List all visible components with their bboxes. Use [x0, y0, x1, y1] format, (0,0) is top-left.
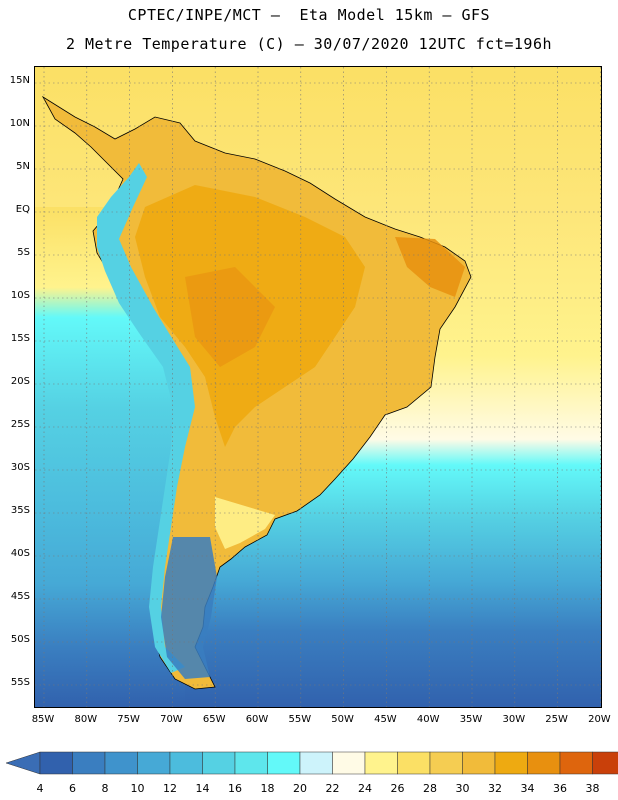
colorbar-segment [299, 751, 333, 775]
map-canvas [35, 67, 601, 707]
lat-label: 25S [10, 419, 30, 430]
lon-label: 45W [374, 714, 397, 725]
lon-label: 85W [31, 714, 55, 725]
colorbar-level-label: 32 [488, 782, 502, 795]
colorbar-segment [364, 751, 398, 775]
lat-label: 5N [16, 161, 30, 172]
colorbar-level-label: 38 [585, 782, 600, 795]
lon-label: 80W [74, 714, 98, 725]
patagonia-cold-zone [161, 537, 217, 679]
colorbar-segment [137, 751, 171, 775]
lon-label: 70W [160, 714, 183, 725]
chart-title-line-2: 2 Metre Temperature (C) – 30/07/2020 12U… [65, 35, 553, 53]
chart-title-line-1: CPTEC/INPE/MCT – Eta Model 15km – GFS [127, 6, 491, 24]
colorbar-segment [559, 751, 593, 775]
southern-cone-warm-zone [215, 497, 275, 549]
lon-label: 35W [459, 714, 483, 725]
colorbar-segment [169, 751, 203, 775]
lon-label: 75W [117, 714, 140, 725]
colorbar-level-label: 4 [36, 782, 44, 795]
colorbar-segment [429, 751, 463, 775]
lat-label: 15N [9, 75, 30, 86]
colorbar-level-label: 16 [228, 782, 242, 795]
lon-label: 30W [502, 714, 526, 725]
lat-label: 30S [10, 462, 30, 473]
colorbar-segment [39, 751, 73, 775]
lat-label: 20S [10, 376, 30, 387]
colorbar-level-label: 26 [390, 782, 405, 795]
colorbar-level-label: 30 [455, 782, 470, 795]
colorbar-level-label: 36 [553, 782, 567, 795]
colorbar-level-label: 24 [358, 782, 372, 795]
north-coast-hot-zone [395, 237, 465, 297]
colorbar-segment [234, 751, 268, 775]
colorbar-segment [202, 751, 236, 775]
lat-label: 10S [10, 290, 30, 301]
lat-label: EQ [15, 204, 30, 215]
lon-label: 60W [245, 714, 269, 725]
colorbar-segment [104, 751, 138, 775]
temperature-map [34, 66, 602, 708]
colorbar-segment [494, 751, 528, 775]
colorbar-segment [527, 751, 561, 775]
lat-label: 10N [9, 118, 30, 129]
lon-label: 50W [331, 714, 354, 725]
colorbar-segment [332, 751, 366, 775]
colorbar-level-label: 22 [325, 782, 340, 795]
lon-label: 20W [588, 714, 611, 725]
lon-label: 65W [202, 714, 226, 725]
colorbar-segment [397, 751, 431, 775]
lon-label: 40W [416, 714, 440, 725]
colorbar-segment [267, 751, 301, 775]
lat-label: 50S [10, 634, 30, 645]
lat-label: 40S [10, 548, 30, 559]
colorbar-low-arrow [5, 751, 41, 775]
andes-cold-band [97, 163, 195, 673]
colorbar-level-label: 6 [69, 782, 76, 795]
colorbar-level-label: 20 [293, 782, 307, 795]
lat-label: 45S [10, 591, 30, 602]
colorbar-level-label: 14 [195, 782, 210, 795]
colorbar-level-label: 18 [260, 782, 275, 795]
lon-label: 25W [545, 714, 568, 725]
colorbar-level-label: 8 [101, 782, 109, 795]
colorbar-segment [72, 751, 106, 775]
graticule [35, 67, 601, 707]
colorbar-segment [462, 751, 496, 775]
colorbar-level-label: 34 [520, 782, 535, 795]
lon-label: 55W [288, 714, 312, 725]
lat-label: 55S [10, 677, 30, 688]
colorbar-level-label: 12 [163, 782, 177, 795]
lat-label: 15S [10, 333, 30, 344]
lat-label: 35S [10, 505, 30, 516]
colorbar-level-label: 28 [423, 782, 437, 795]
colorbar-level-label: 10 [130, 782, 145, 795]
color-bar [5, 751, 618, 775]
colorbar-segment [592, 751, 618, 775]
central-hot-zone [185, 267, 275, 367]
lat-label: 5S [17, 247, 30, 258]
